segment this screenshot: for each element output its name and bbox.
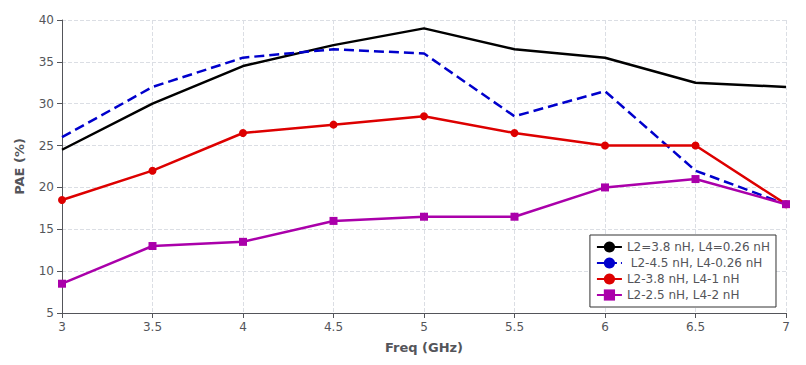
svg-text:5.5: 5.5 xyxy=(505,320,524,334)
svg-text:35: 35 xyxy=(39,55,54,69)
svg-text:3: 3 xyxy=(58,320,66,334)
svg-text:40: 40 xyxy=(39,13,54,27)
svg-text:PAE (%): PAE (%) xyxy=(12,138,27,195)
svg-text:3.5: 3.5 xyxy=(143,320,162,334)
svg-text:15: 15 xyxy=(39,222,54,236)
svg-text:30: 30 xyxy=(39,97,54,111)
svg-text:L2-2.5 nH, L4-2 nH: L2-2.5 nH, L4-2 nH xyxy=(627,288,740,302)
svg-text:7: 7 xyxy=(782,320,790,334)
svg-text:Freq (GHz): Freq (GHz) xyxy=(385,340,463,355)
svg-text:L2-3.8 nH, L4-1 nH: L2-3.8 nH, L4-1 nH xyxy=(627,272,740,286)
svg-text:20: 20 xyxy=(39,180,54,194)
svg-text:L2=3.8 nH, L4=0.26 nH: L2=3.8 nH, L4=0.26 nH xyxy=(627,240,770,254)
svg-text:10: 10 xyxy=(39,264,54,278)
svg-text:5: 5 xyxy=(420,320,428,334)
svg-text:6: 6 xyxy=(601,320,609,334)
svg-text:4: 4 xyxy=(239,320,247,334)
svg-text:25: 25 xyxy=(39,139,54,153)
svg-text:4.5: 4.5 xyxy=(324,320,343,334)
svg-text:5: 5 xyxy=(46,306,54,320)
svg-text:L2-4.5 nH, L4-0.26 nH: L2-4.5 nH, L4-0.26 nH xyxy=(627,256,762,270)
svg-text:6.5: 6.5 xyxy=(686,320,705,334)
